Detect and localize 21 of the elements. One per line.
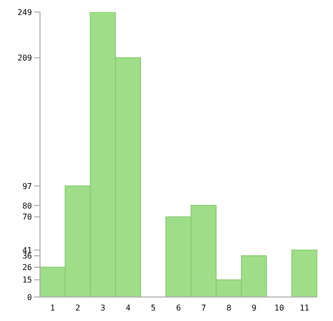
x-tick-label: 9 — [252, 304, 257, 313]
y-tick-label: 26 — [22, 263, 32, 272]
y-tick-label: 36 — [22, 252, 32, 261]
y-tick-label: 80 — [22, 201, 32, 210]
x-tick-label: 5 — [150, 304, 156, 313]
x-tick-label: 4 — [126, 304, 131, 313]
x-tick-label: 7 — [201, 304, 206, 313]
y-tick-label: 209 — [18, 54, 32, 63]
x-tick-label: 11 — [300, 304, 310, 313]
x-tick-label: 2 — [75, 304, 80, 313]
y-tick-label: 70 — [22, 212, 32, 222]
y-tick-label: 249 — [18, 8, 32, 17]
x-tick-label: 6 — [176, 304, 182, 313]
bar — [291, 250, 318, 297]
x-tick-label: 1 — [50, 304, 56, 313]
y-tick-label: 0 — [27, 292, 32, 302]
x-tick-label: 10 — [274, 304, 284, 313]
x-tick-label: 8 — [226, 304, 232, 313]
x-tick-label: 3 — [100, 304, 106, 313]
y-tick-label: 15 — [22, 276, 32, 285]
y-tick-label: 97 — [22, 182, 32, 191]
